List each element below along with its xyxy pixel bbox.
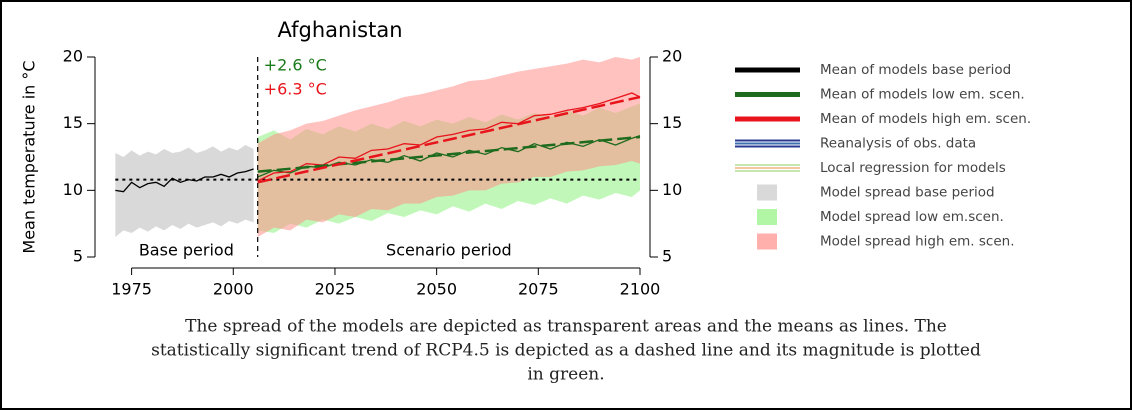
annotation: +2.6 °C (264, 56, 327, 75)
legend-label: Local regression for models (820, 160, 1006, 176)
legend-swatch (757, 184, 777, 201)
legend-label: Mean of models high em. scen. (820, 111, 1031, 127)
y2-tick-label: 15 (662, 113, 682, 132)
chart-title: Afghanistan (277, 18, 402, 42)
y-axis-label: Mean temperature in °C (20, 60, 39, 253)
annotation: +6.3 °C (264, 80, 327, 99)
x-tick-label: 2000 (213, 280, 254, 299)
y2-tick-label: 20 (662, 47, 682, 66)
period-label: Scenario period (386, 241, 512, 260)
legend-label: Model spread base period (820, 185, 995, 201)
period-label: Base period (139, 241, 234, 260)
spread-band (257, 57, 640, 237)
mean-line (115, 168, 254, 193)
legend-swatch (757, 209, 777, 225)
trend-line (257, 95, 641, 184)
x-tick-label: 1975 (111, 280, 152, 299)
legend-label: Mean of models base period (820, 62, 1011, 78)
y2-tick-label: 10 (662, 180, 682, 199)
caption-line: statistically significant trend of RCP4.… (151, 341, 981, 361)
x-tick-label: 2100 (620, 280, 661, 299)
y-tick-label: 5 (73, 247, 83, 266)
trend-line (257, 135, 641, 173)
y-tick-label: 10 (63, 180, 83, 199)
y-tick-label: 15 (63, 113, 83, 132)
legend-swatch (757, 233, 777, 250)
caption-line: The spread of the models are depicted as… (185, 317, 947, 337)
legend-label: Model spread high em. scen. (820, 234, 1015, 250)
y2-tick-label: 5 (662, 247, 672, 266)
legend-label: Model spread low em.scen. (820, 209, 1004, 225)
caption-line: in green. (527, 365, 604, 385)
spread-band (115, 145, 254, 237)
x-tick-label: 2025 (315, 280, 356, 299)
x-tick-label: 2075 (518, 280, 559, 299)
x-tick-label: 2050 (416, 280, 457, 299)
y-tick-label: 20 (63, 47, 83, 66)
legend-label: Mean of models low em. scen. (820, 87, 1025, 103)
legend-label: Reanalysis of obs. data (820, 136, 976, 152)
